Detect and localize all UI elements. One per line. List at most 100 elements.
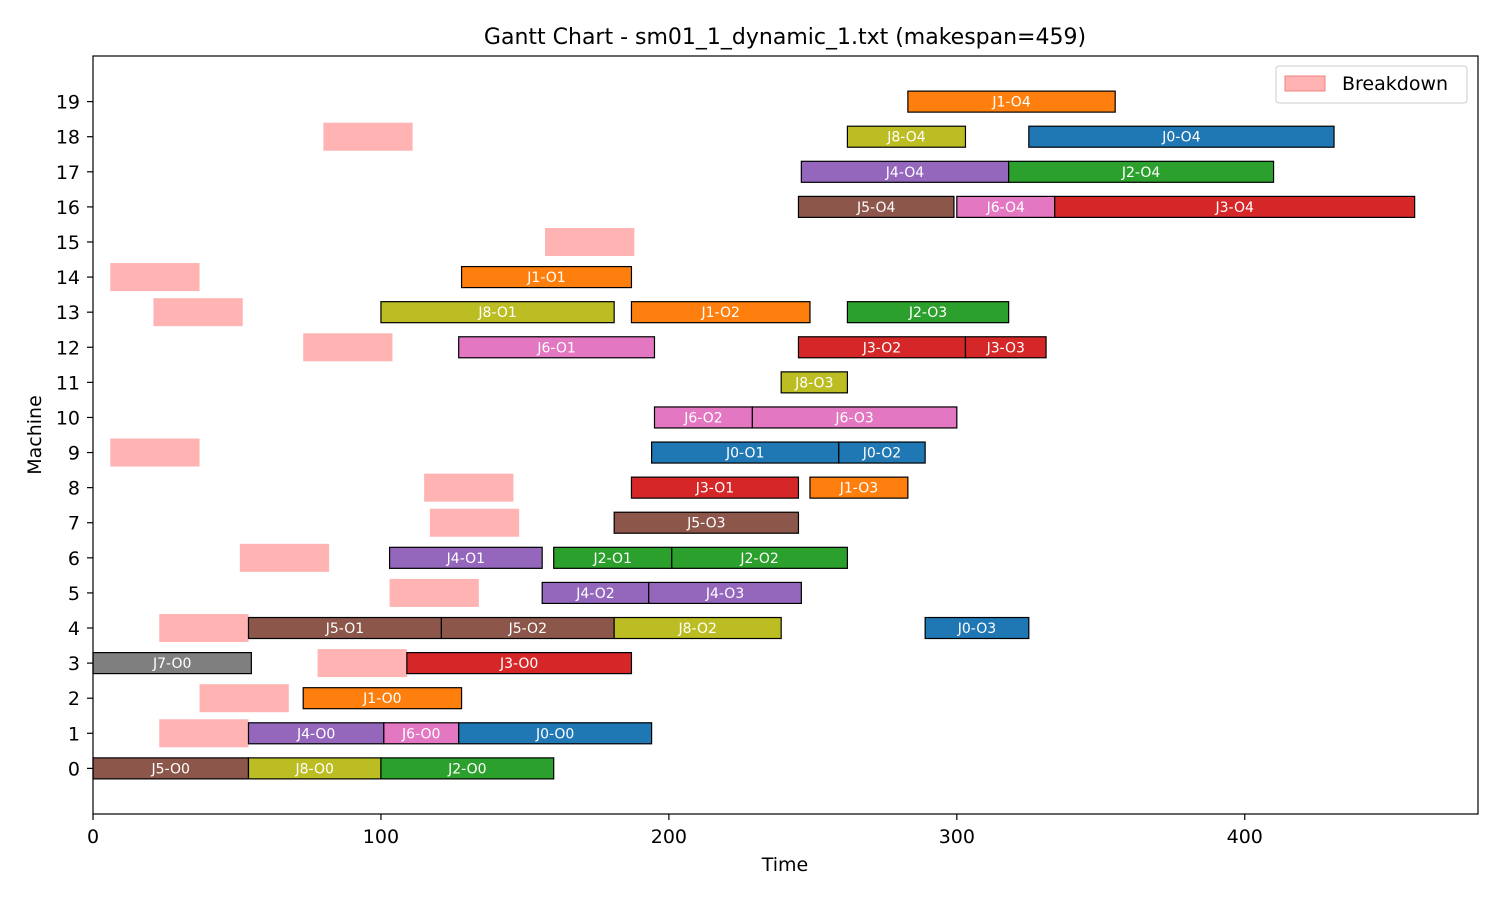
op-bar-j8-o3 <box>780 371 849 394</box>
y-tick-label-6: 6 <box>68 548 80 570</box>
op-bar-j6-o3 <box>751 406 958 429</box>
op-label-j4-o4: J4-O4 <box>885 165 924 181</box>
op-label-j0-o2: J0-O2 <box>862 446 901 462</box>
op-label-j2-o0: J2-O0 <box>447 761 486 777</box>
op-bar-j1-o2 <box>630 301 811 324</box>
op-bar-j0-o3 <box>924 616 1030 640</box>
op-label-j7-o0: J7-O0 <box>152 656 191 672</box>
op-label-j5-o2: J5-O2 <box>508 621 547 637</box>
operations-layer: J1-O4 J8-O4 J0-O4 J4-O4 J2-O4 J5-O4 J6-O4 J3-O4… <box>92 90 1416 780</box>
op-bar-j1-o0 <box>302 687 463 710</box>
op-label-j5-o3: J5-O3 <box>686 516 725 532</box>
breakdown-bar-m14 <box>110 263 200 292</box>
breakdown-bar-m7 <box>429 508 520 537</box>
x-tick-label-0: 0 <box>87 826 99 848</box>
op-label-j5-o0: J5-O0 <box>151 761 190 777</box>
op-bar-j3-o0 <box>406 652 633 675</box>
op-label-j2-o3: J2-O3 <box>908 305 947 321</box>
x-tick-label-100: 100 <box>363 826 399 848</box>
breakdown-layer <box>110 122 635 748</box>
y-tick-label-17: 17 <box>56 162 80 184</box>
op-bar-j3-o1 <box>630 476 800 499</box>
breakdown-bar-m1 <box>159 719 249 748</box>
y-tick-label-14: 14 <box>56 267 80 289</box>
y-tick-label-4: 4 <box>68 618 80 640</box>
op-label-j6-o4: J6-O4 <box>986 200 1025 216</box>
breakdown-bar-m12 <box>303 333 393 362</box>
op-label-j5-o4: J5-O4 <box>856 200 895 216</box>
op-label-j4-o3: J4-O3 <box>705 586 744 602</box>
op-label-j4-o2: J4-O2 <box>575 586 614 602</box>
op-bar-j2-o2 <box>671 546 849 569</box>
y-tick-label-5: 5 <box>68 583 80 605</box>
op-label-j0-o4: J0-O4 <box>1161 130 1200 146</box>
op-label-j6-o0: J6-O0 <box>401 726 440 742</box>
breakdown-bar-m8 <box>424 473 514 502</box>
op-bar-j1-o4 <box>907 90 1116 113</box>
op-label-j3-o0: J3-O0 <box>499 656 538 672</box>
chart-title: Gantt Chart - sm01_1_dynamic_1.txt (make… <box>484 25 1086 50</box>
y-tick-label-0: 0 <box>68 758 80 780</box>
y-tick-label-3: 3 <box>68 653 80 675</box>
op-label-j1-o2: J1-O2 <box>701 305 740 321</box>
op-bar-j4-o1 <box>388 546 543 569</box>
legend-box <box>1275 65 1468 104</box>
op-label-j6-o3: J6-O3 <box>834 410 873 426</box>
breakdown-bar-m2 <box>199 684 289 713</box>
y-axis-label: Machine <box>24 395 46 475</box>
y-tick-label-7: 7 <box>68 513 80 535</box>
op-label-j3-o3: J3-O3 <box>986 340 1025 356</box>
op-bar-j0-o2 <box>838 441 926 464</box>
y-tick-label-13: 13 <box>56 302 80 324</box>
op-bar-j6-o1 <box>458 336 656 359</box>
op-bar-j2-o3 <box>846 301 1010 324</box>
breakdown-bar-m13 <box>153 298 243 327</box>
op-label-j0-o1: J0-O1 <box>725 446 764 462</box>
x-tick-label-400: 400 <box>1227 826 1263 848</box>
x-tick-label-200: 200 <box>651 826 687 848</box>
op-bar-j0-o4 <box>1028 125 1335 148</box>
op-label-j1-o0: J1-O0 <box>362 691 401 707</box>
op-label-j5-o1: J5-O1 <box>325 621 364 637</box>
op-bar-j2-o0 <box>380 757 555 780</box>
op-label-j1-o4: J1-O4 <box>991 95 1030 111</box>
breakdown-bar-m15 <box>545 227 635 256</box>
y-tick-label-11: 11 <box>56 372 80 394</box>
y-tick-label-1: 1 <box>68 723 80 745</box>
legend-swatch-breakdown <box>1284 75 1326 92</box>
op-label-j1-o3: J1-O3 <box>839 481 878 497</box>
op-label-j3-o2: J3-O2 <box>862 340 901 356</box>
op-label-j2-o2: J2-O2 <box>739 551 778 567</box>
op-bar-j8-o2 <box>613 616 782 640</box>
breakdown-bar-m4 <box>159 614 249 643</box>
op-label-j8-o4: J8-O4 <box>886 130 925 146</box>
y-tick-label-19: 19 <box>56 92 80 114</box>
op-label-j2-o1: J2-O1 <box>593 551 632 567</box>
op-bar-j1-o1 <box>460 265 633 289</box>
op-label-j6-o1: J6-O1 <box>536 340 575 356</box>
y-tick-label-9: 9 <box>68 443 80 465</box>
op-bar-j1-o3 <box>809 476 909 499</box>
op-bar-j3-o4 <box>1054 195 1416 218</box>
op-label-j0-o0: J0-O0 <box>535 726 574 742</box>
y-tick-label-16: 16 <box>56 197 80 219</box>
op-bar-j8-o1 <box>380 301 615 324</box>
y-tick-label-12: 12 <box>56 337 80 359</box>
op-label-j3-o4: J3-O4 <box>1214 200 1253 216</box>
y-tick-label-8: 8 <box>68 478 80 500</box>
breakdown-bar-m5 <box>389 578 479 607</box>
plot-frame <box>92 55 1479 815</box>
breakdown-bar-m6 <box>239 543 330 572</box>
x-axis-label: Time <box>761 854 809 876</box>
op-label-j8-o1: J8-O1 <box>477 305 516 321</box>
op-bar-j2-o4 <box>1008 160 1275 183</box>
breakdown-bar-m3 <box>317 649 407 678</box>
op-label-j8-o0: J8-O0 <box>295 761 334 777</box>
op-bar-j5-o3 <box>613 511 800 534</box>
legend: Breakdown <box>1275 65 1468 104</box>
op-label-j2-o4: J2-O4 <box>1121 165 1160 181</box>
legend-label-breakdown: Breakdown <box>1342 73 1448 95</box>
op-bar-j0-o0 <box>458 722 653 745</box>
